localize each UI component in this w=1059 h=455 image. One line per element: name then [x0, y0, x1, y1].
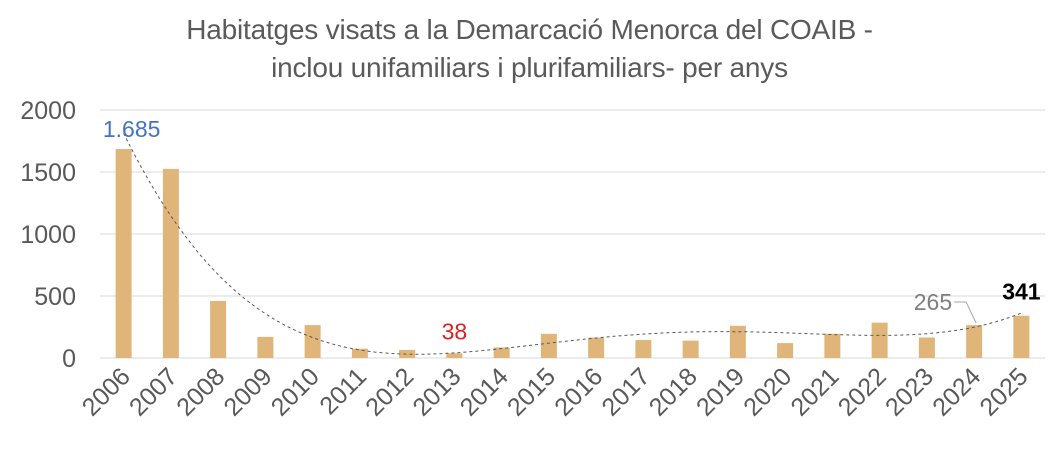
bar-2010 — [304, 325, 321, 358]
x-tick-label-2007: 2007 — [124, 362, 183, 421]
x-tick-label-2024: 2024 — [927, 362, 986, 421]
data-label-2006: 1.685 — [103, 116, 161, 142]
y-tick-label-1500: 1500 — [20, 159, 76, 187]
x-tick-label-2011: 2011 — [314, 362, 372, 420]
bar-2022 — [871, 322, 888, 358]
bar-2008 — [210, 300, 227, 358]
chart-title-line-2: inclou unifamiliars i plurifamiliars- pe… — [271, 52, 788, 83]
y-tick-label-0: 0 — [62, 345, 76, 373]
bar-2017 — [635, 340, 652, 358]
x-tick-label-2014: 2014 — [455, 362, 514, 421]
bar-2007 — [162, 168, 179, 358]
data-label-2025: 341 — [1002, 279, 1041, 305]
x-tick-label-2015: 2015 — [502, 362, 561, 421]
bar-2009 — [257, 336, 274, 358]
x-tick-label-2010: 2010 — [266, 362, 325, 421]
bar-2020 — [777, 343, 794, 358]
bar-2011 — [351, 348, 368, 358]
x-tick-label-2020: 2020 — [738, 362, 797, 421]
bar-2016 — [588, 337, 605, 358]
chart-title-line-1: Habitatges visats a la Demarcació Menorc… — [186, 14, 873, 45]
y-tick-label-500: 500 — [34, 283, 76, 311]
bar-2021 — [824, 333, 841, 358]
bar-2023 — [918, 337, 935, 358]
bar-2006 — [115, 149, 132, 358]
x-tick-label-2016: 2016 — [549, 362, 608, 421]
bar-2013 — [446, 353, 463, 358]
y-tick-label-1000: 1000 — [20, 221, 76, 249]
x-tick-label-2013: 2013 — [407, 362, 466, 421]
x-tick-label-2012: 2012 — [360, 362, 419, 421]
data-label-2013: 38 — [442, 318, 468, 344]
x-tick-label-2021: 2021 — [785, 362, 844, 421]
x-tick-label-2008: 2008 — [171, 362, 230, 421]
x-tick-label-2009: 2009 — [218, 362, 277, 421]
data-label-2024: 265 — [914, 289, 952, 315]
x-tick-label-2019: 2019 — [691, 362, 750, 421]
x-tick-label-2018: 2018 — [644, 362, 703, 421]
bar-2015 — [540, 333, 557, 358]
x-tick-label-2022: 2022 — [833, 362, 892, 421]
trendline — [123, 132, 1022, 355]
bar-2025 — [1013, 315, 1030, 358]
bar-2014 — [493, 347, 510, 358]
x-tick-label-2025: 2025 — [974, 362, 1033, 421]
y-tick-label-2000: 2000 — [20, 97, 76, 125]
x-tick-label-2023: 2023 — [880, 362, 939, 421]
bar-2018 — [682, 340, 699, 358]
bar-2019 — [729, 325, 746, 358]
bar-2012 — [399, 349, 416, 358]
x-tick-label-2006: 2006 — [77, 362, 136, 421]
x-tick-label-2017: 2017 — [596, 362, 655, 421]
data-label-leader-line — [954, 301, 977, 324]
bar-2024 — [966, 325, 983, 358]
